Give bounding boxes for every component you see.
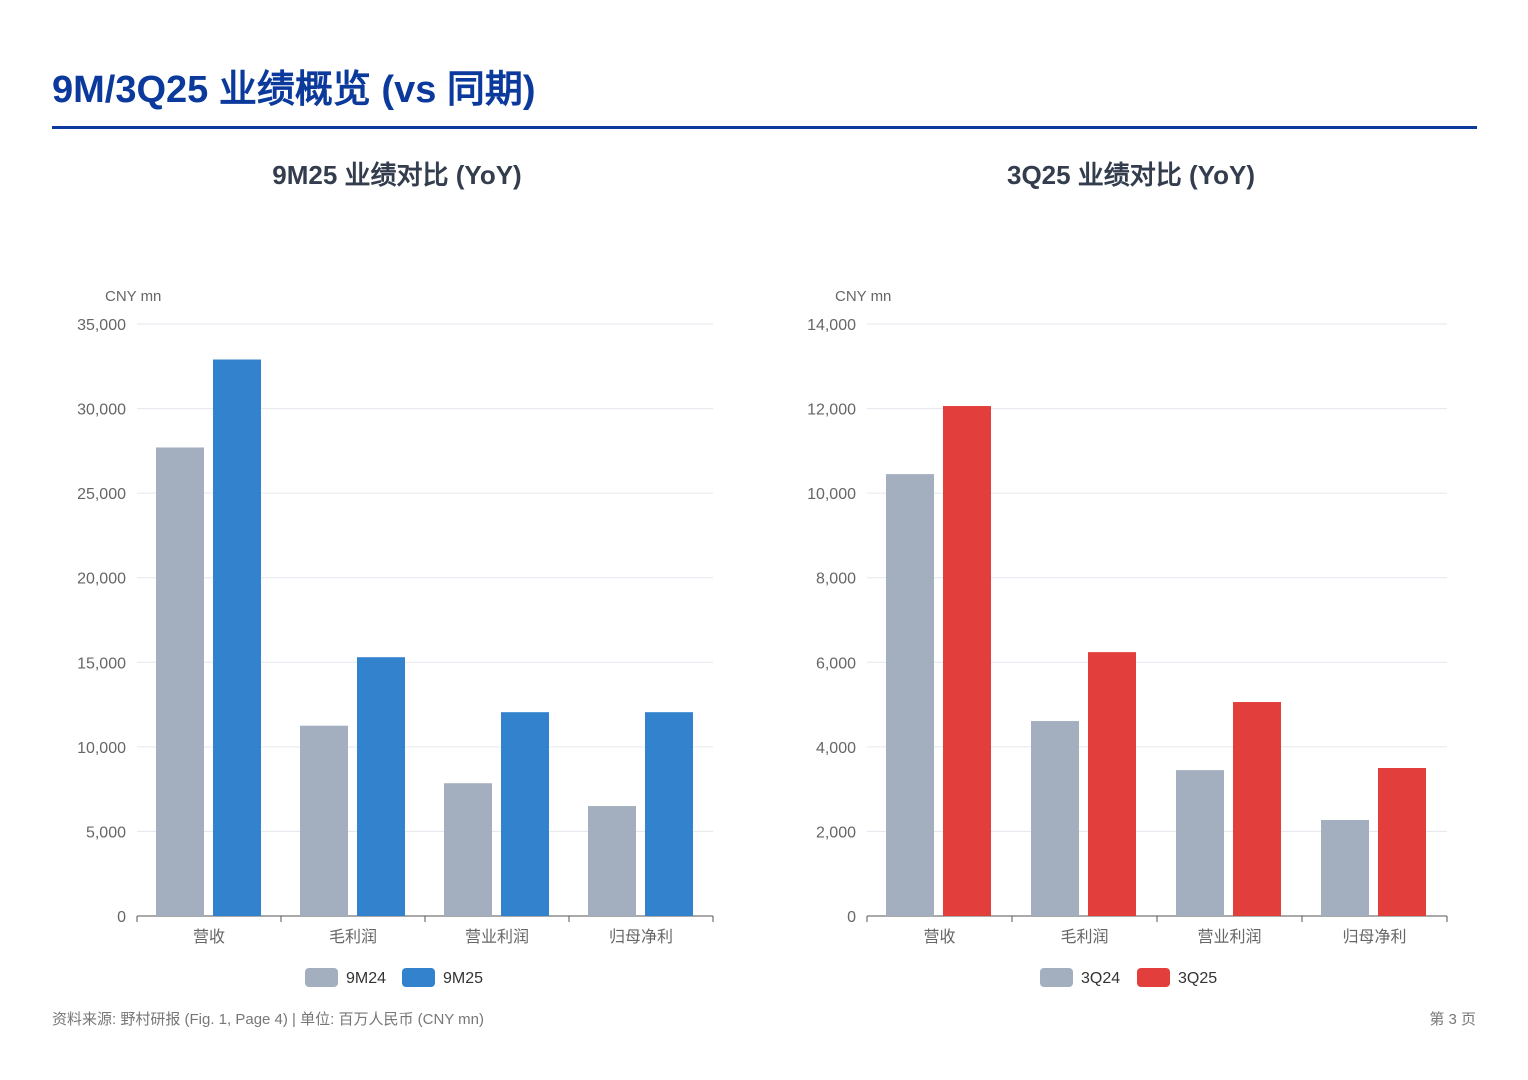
y-axis-label: CNY mn (835, 288, 891, 305)
y-tick-label: 30,000 (77, 402, 126, 419)
legend-label: 3Q25 (1178, 970, 1217, 987)
y-tick-label: 6,000 (816, 655, 856, 672)
bar-3Q24-毛利润 (1031, 721, 1079, 916)
legend-label: 3Q24 (1081, 970, 1120, 987)
legend-label: 9M24 (346, 970, 386, 987)
chart-title-3q: 3Q25 业绩对比 (YoY) (1006, 160, 1255, 190)
x-tick-label: 营业利润 (1197, 928, 1261, 946)
source-note: 资料来源: 野村研报 (Fig. 1, Page 4) | 单位: 百万人民币 … (52, 1011, 485, 1028)
bar-3Q25-毛利润 (1088, 652, 1136, 916)
x-tick-label: 营收 (193, 928, 225, 946)
bar-9M25-归母净利 (645, 712, 693, 916)
y-tick-label: 0 (847, 909, 856, 926)
y-tick-label: 10,000 (77, 740, 126, 757)
bar-3Q24-营业利润 (1176, 770, 1224, 916)
y-tick-label: 4,000 (816, 740, 856, 757)
bar-9M25-毛利润 (357, 657, 405, 916)
bar-3Q24-营收 (886, 474, 934, 916)
y-tick-label: 35,000 (77, 317, 126, 334)
bar-3Q25-营收 (943, 406, 991, 916)
x-tick-label: 营业利润 (465, 928, 529, 946)
bar-9M24-毛利润 (300, 725, 348, 916)
bar-3Q24-归母净利 (1321, 820, 1369, 916)
legend-swatch (305, 968, 338, 987)
x-tick-label: 归母净利 (1342, 928, 1406, 946)
y-tick-label: 0 (117, 909, 126, 926)
bar-3Q25-归母净利 (1378, 768, 1426, 916)
bar-9M25-营业利润 (501, 712, 549, 916)
page-title: 9M/3Q25 业绩概览 (vs 同期) (52, 69, 536, 111)
bar-3Q25-营业利润 (1233, 702, 1281, 916)
legend-swatch (1137, 968, 1170, 987)
y-tick-label: 10,000 (807, 486, 856, 503)
y-tick-label: 12,000 (807, 402, 856, 419)
x-tick-label: 毛利润 (329, 928, 377, 946)
x-tick-label: 归母净利 (609, 928, 673, 946)
y-tick-label: 14,000 (807, 317, 856, 334)
y-tick-label: 5,000 (86, 824, 126, 841)
bar-9M24-归母净利 (588, 806, 636, 916)
bar-9M24-营业利润 (444, 783, 492, 916)
legend-swatch (402, 968, 435, 987)
y-tick-label: 2,000 (816, 824, 856, 841)
title-divider (52, 126, 1477, 129)
y-tick-label: 8,000 (816, 571, 856, 588)
x-tick-label: 营收 (923, 928, 955, 946)
bar-9M25-营收 (213, 359, 261, 916)
y-tick-label: 25,000 (77, 486, 126, 503)
y-tick-label: 15,000 (77, 655, 126, 672)
y-tick-label: 20,000 (77, 571, 126, 588)
bar-9M24-营收 (156, 447, 204, 916)
legend-swatch (1040, 968, 1073, 987)
x-tick-label: 毛利润 (1060, 928, 1108, 946)
y-axis-label: CNY mn (105, 288, 161, 305)
legend-label: 9M25 (443, 970, 483, 987)
page-number: 第 3 页 (1429, 1011, 1476, 1028)
chart-title-9m: 9M25 业绩对比 (YoY) (272, 160, 522, 190)
